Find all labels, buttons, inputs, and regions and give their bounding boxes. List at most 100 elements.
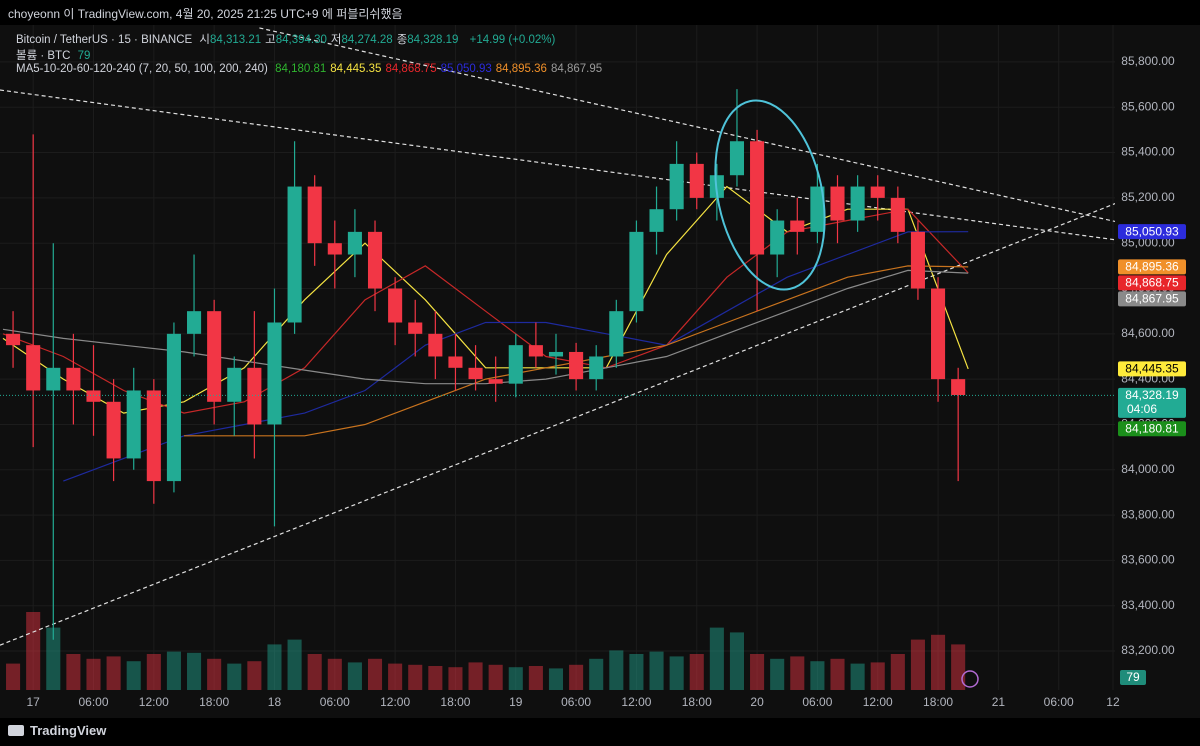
x-tick-label: 06:00 <box>802 695 832 709</box>
candle-body <box>488 379 503 384</box>
volume-bar <box>508 667 523 690</box>
ohlc-label: 고 <box>265 34 276 46</box>
candle-body <box>247 367 262 425</box>
price-tag <box>1118 275 1186 291</box>
ohlc-value: 84,328.19 <box>407 34 459 46</box>
candle-body <box>609 311 624 357</box>
volume-bar <box>488 664 503 690</box>
candle-body <box>367 231 383 289</box>
x-tick-label: 12:00 <box>621 695 651 709</box>
candle-body <box>850 186 865 221</box>
candle-body <box>931 288 946 380</box>
price-tag-label: 85,050.93 <box>1125 224 1179 238</box>
volume-legend: 볼륨 · BTC 79 <box>16 47 94 63</box>
volume-bar <box>207 658 222 690</box>
price-tag-label: 84,180.81 <box>1125 421 1179 435</box>
volume-value: 79 <box>77 50 91 62</box>
y-tick-label: 83,600.00 <box>1121 553 1175 567</box>
x-tick-label: 06:00 <box>320 695 350 709</box>
volume-bar <box>26 612 41 690</box>
volume-bar <box>669 656 684 690</box>
candle-body <box>870 186 885 198</box>
price-tag-label: 84,868.75 <box>1125 276 1179 290</box>
y-tick-label: 84,600.00 <box>1121 326 1175 340</box>
candle-body <box>951 379 966 395</box>
ohlc-label: 저 <box>330 34 342 46</box>
x-tick-label: 18:00 <box>923 695 953 709</box>
candle-body <box>66 367 81 391</box>
x-tick-label: 12 <box>1106 695 1120 709</box>
candle-body <box>649 209 664 232</box>
volume-bar <box>86 658 101 690</box>
volume-tag-label: 79 <box>1126 670 1140 684</box>
volume-bar <box>6 663 21 690</box>
volume-bar <box>810 661 825 690</box>
volume-bar <box>468 662 483 690</box>
candle-body <box>468 367 483 380</box>
candle-body <box>126 390 141 459</box>
x-tick-label: 19 <box>509 695 523 709</box>
symbol-legend: Bitcoin / TetherUS · 15 · BINANCE 시84,31… <box>16 31 559 47</box>
candle-body <box>6 333 21 346</box>
x-tick-label: 06:00 <box>1044 695 1074 709</box>
volume-bar <box>227 663 242 690</box>
brand-logo <box>8 725 24 736</box>
volume-bar <box>408 664 423 690</box>
candle-body <box>267 322 282 425</box>
x-tick-label: 06:00 <box>561 695 591 709</box>
ma-value: 84,868.75 <box>385 63 437 75</box>
volume-bar <box>890 654 905 690</box>
x-tick-label: 12:00 <box>380 695 410 709</box>
moving-average <box>2 269 969 385</box>
volume-bar <box>649 651 664 690</box>
x-tick-label: 18:00 <box>199 695 229 709</box>
volume-bar <box>750 654 765 690</box>
candle-body <box>327 243 342 255</box>
ohlc-value: 84,274.28 <box>341 34 393 46</box>
volume-bar <box>548 668 564 690</box>
y-tick-label: 84,000.00 <box>1121 462 1175 476</box>
x-tick-label: 06:00 <box>78 695 108 709</box>
candle-body <box>26 345 41 391</box>
brand: TradingView <box>30 723 107 738</box>
price-tag <box>1118 387 1186 418</box>
price-tag-label: 84,895.36 <box>1125 260 1179 274</box>
price-tag-label: 84,328.19 <box>1125 388 1179 402</box>
volume-bar <box>629 654 644 690</box>
candle-body <box>86 390 101 402</box>
candle-body <box>347 231 362 255</box>
highlight-ellipse <box>714 99 826 291</box>
change: +14.99 (+0.02%) <box>469 34 556 46</box>
trend-line <box>0 203 1115 646</box>
plot-area <box>0 25 1115 690</box>
y-tick-label: 85,400.00 <box>1121 145 1175 159</box>
volume-bar <box>830 658 845 690</box>
candle-body <box>448 356 463 368</box>
volume-label: 볼륨 · BTC <box>16 50 71 62</box>
y-tick-label: 83,400.00 <box>1121 598 1175 612</box>
candle-body <box>830 186 845 221</box>
y-tick-label: 85,200.00 <box>1121 190 1175 204</box>
volume-bar <box>729 632 745 690</box>
volume-bar <box>327 658 342 690</box>
volume-bar <box>247 661 262 690</box>
x-tick-label: 17 <box>26 695 40 709</box>
price-tag-label: 84,445.35 <box>1125 362 1179 376</box>
ma-value: 84,445.35 <box>330 63 382 75</box>
moving-average <box>2 208 969 414</box>
candle-body <box>227 367 242 402</box>
trend-line <box>0 89 1115 241</box>
x-tick-label: 12:00 <box>863 695 893 709</box>
candle-body <box>569 351 584 380</box>
symbol: Bitcoin / TetherUS · 15 · BINANCE <box>16 34 193 46</box>
volume-bar <box>589 658 604 690</box>
price-tag-label: 84,867.95 <box>1125 292 1179 306</box>
volume-bar <box>448 667 463 690</box>
volume-bar <box>910 639 925 690</box>
price-tag <box>1118 361 1186 377</box>
candle-body <box>890 197 905 232</box>
volume-bar <box>347 662 362 690</box>
volume-bar <box>569 664 584 690</box>
